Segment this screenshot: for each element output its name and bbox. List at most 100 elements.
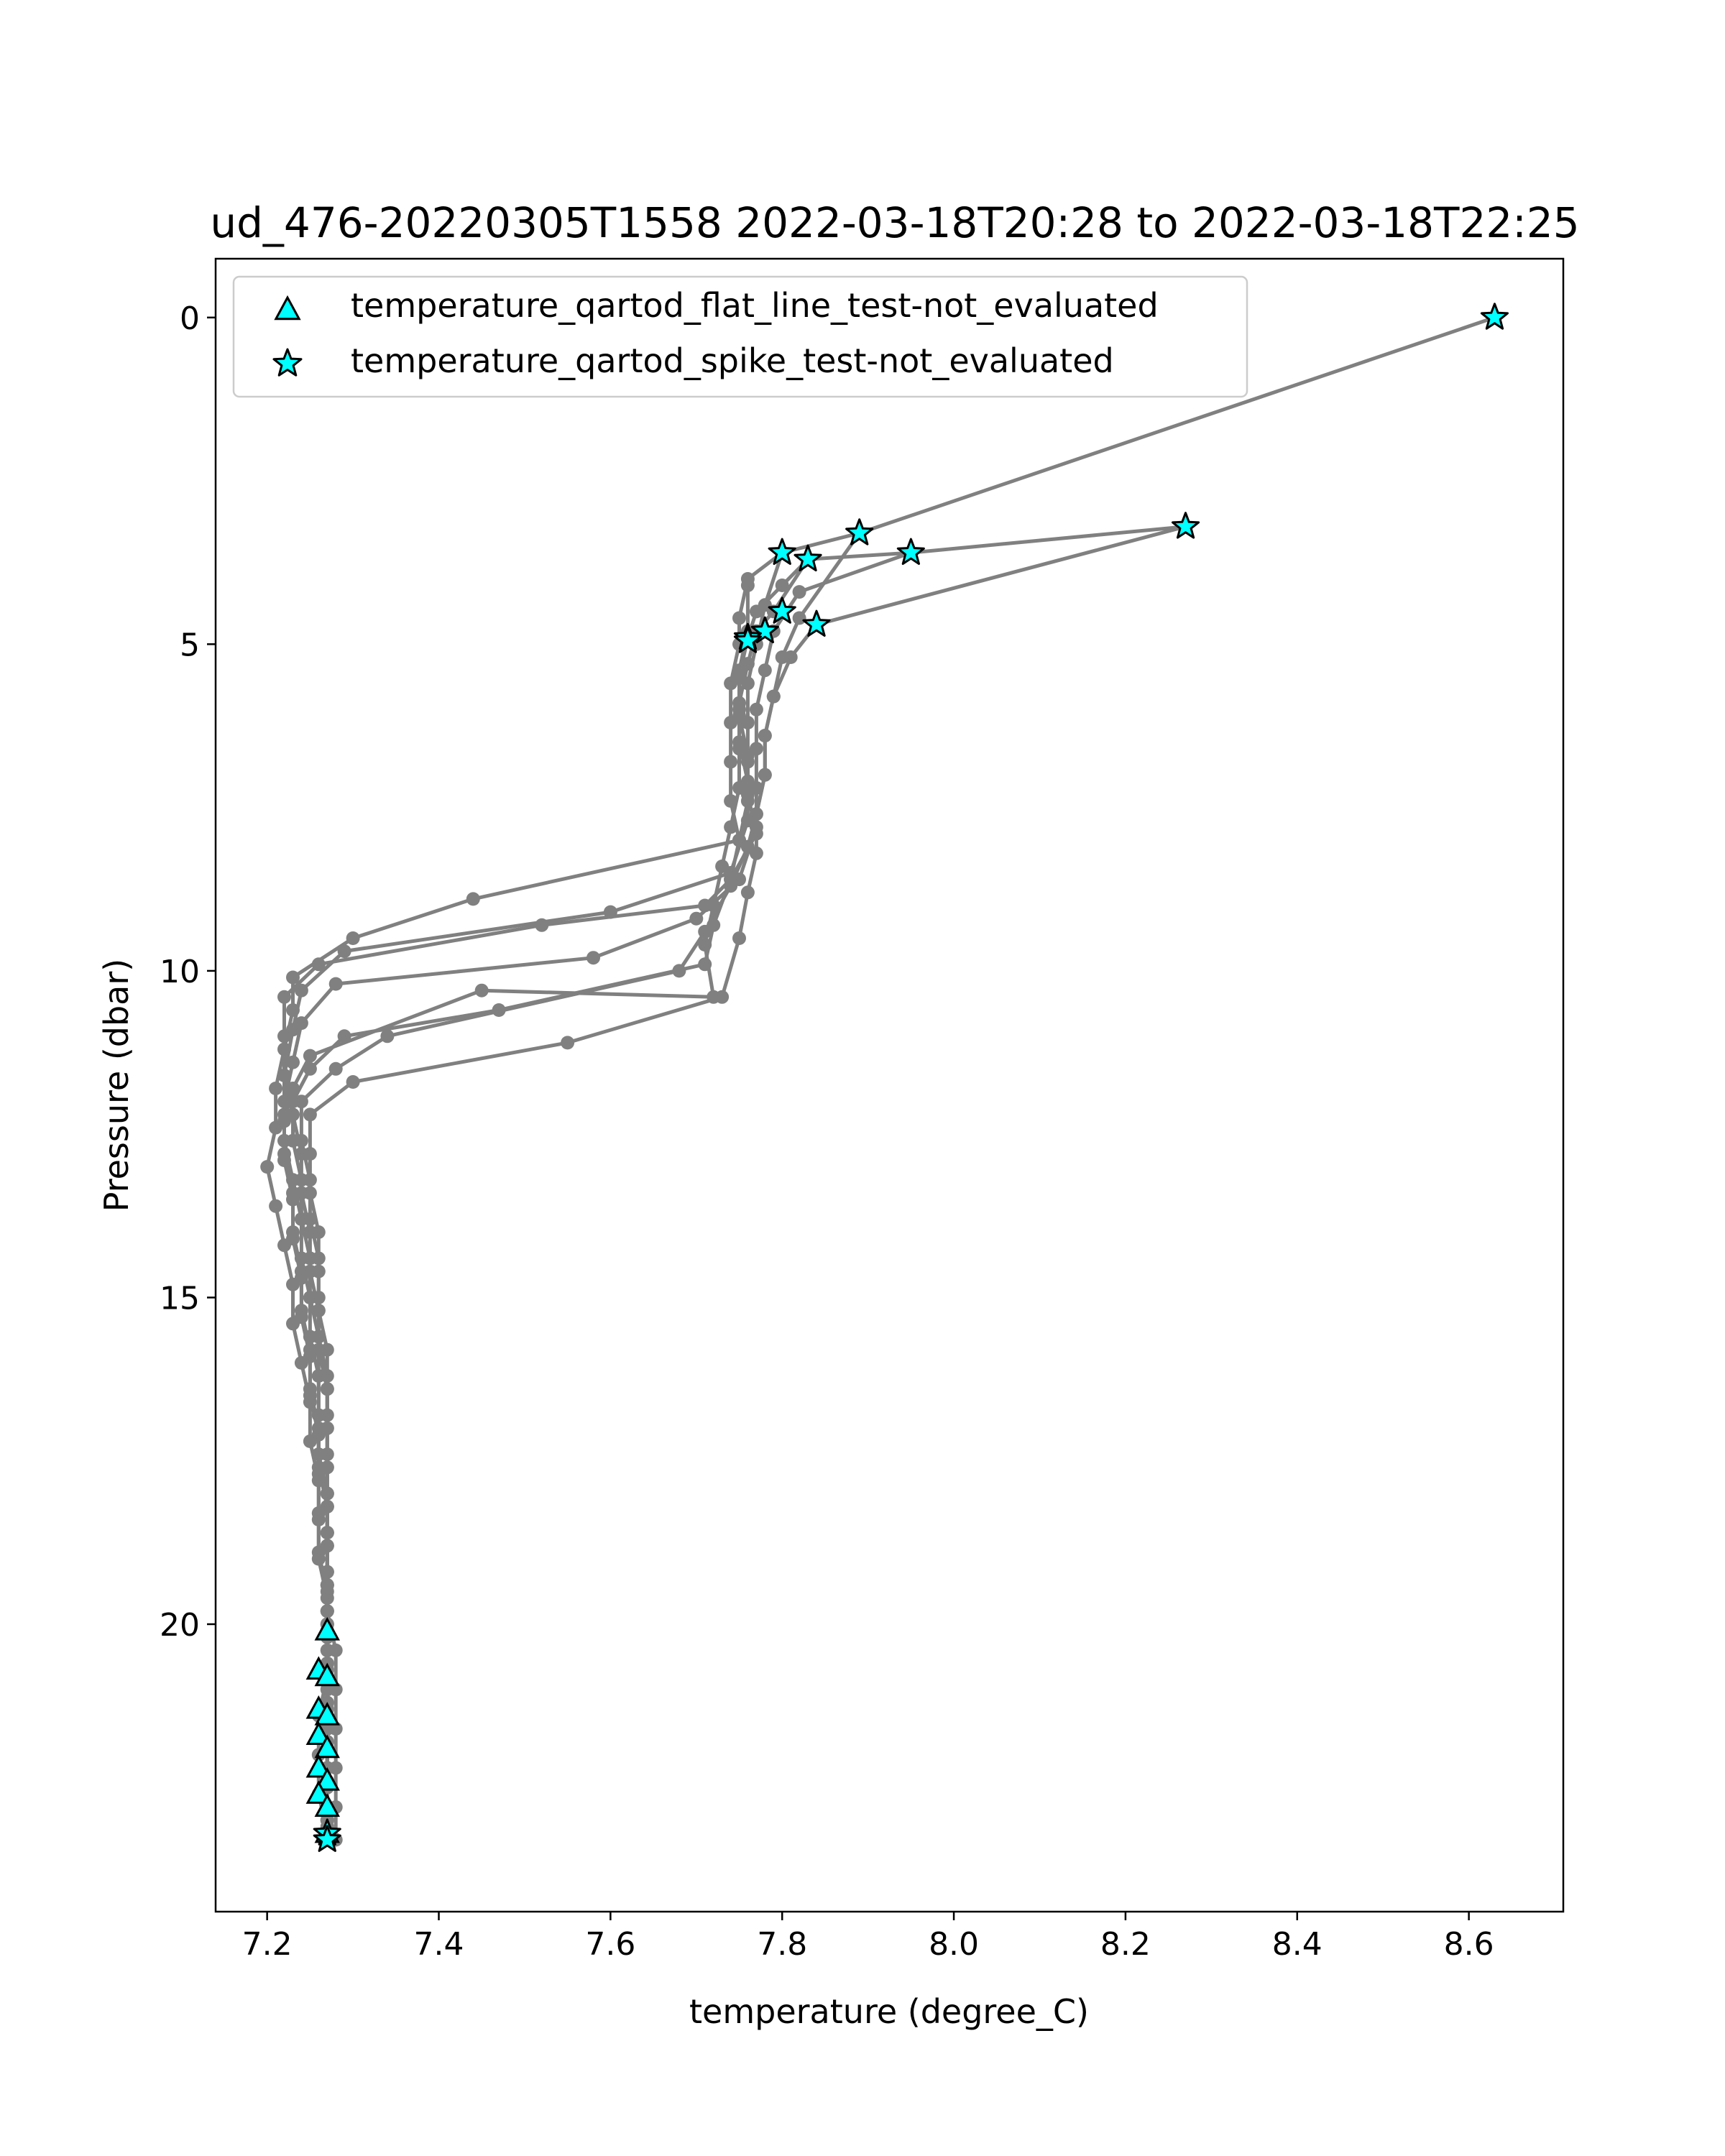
profile-point [474, 983, 489, 998]
legend-label-spike: temperature_qartod_spike_test-not_evalua… [351, 341, 1114, 380]
profile-point [758, 729, 772, 743]
flat-line-test-marker [314, 1616, 340, 1641]
flat-line-test-marker [305, 1754, 332, 1778]
flat-line-test-marker [305, 1721, 332, 1746]
profile-point [311, 1506, 326, 1520]
x-axis-label: temperature (degree_C) [689, 1992, 1089, 2031]
profile-point [303, 1049, 317, 1063]
profile-point [561, 1036, 575, 1050]
axes-frame [214, 257, 1565, 1913]
legend-star-marker [272, 348, 303, 377]
flat-line-test-marker [314, 1793, 340, 1818]
profile-point [732, 611, 746, 625]
legend-label-flat-line: temperature_qartod_flat_line_test-not_ev… [351, 286, 1159, 325]
profile-point [286, 1232, 300, 1246]
chart-title: ud_476-20220305T1558 2022-03-18T20:28 to… [210, 198, 1579, 247]
profile-point [732, 931, 746, 945]
profile-point [775, 579, 789, 592]
profile-point [294, 1271, 308, 1285]
profile-point [311, 1225, 326, 1239]
profile-point [303, 1349, 317, 1363]
x-tick-label: 8.6 [1444, 1926, 1494, 1963]
profile-point [766, 689, 781, 704]
spike-test-marker [768, 596, 796, 624]
y-axis-ticks: 0 5 10 15 20 [160, 300, 216, 1644]
profile-point [732, 663, 746, 678]
profile-point [311, 957, 326, 972]
spike-test-marker [1172, 512, 1200, 539]
legend-star-shape [272, 348, 303, 377]
x-tick-label: 7.8 [757, 1926, 807, 1963]
profile-point [311, 1427, 326, 1442]
profile-point [303, 1147, 317, 1161]
profile-point [286, 970, 300, 985]
profile-point [277, 1029, 291, 1044]
profile-point [286, 1133, 300, 1148]
x-tick-label: 8.0 [929, 1926, 979, 1963]
profile-point [740, 579, 755, 592]
profile-point [707, 990, 721, 1004]
x-tick-label: 7.4 [414, 1926, 464, 1963]
profile-point [749, 702, 763, 717]
profile-point [758, 663, 772, 678]
profile-point [758, 598, 772, 612]
profile-point [749, 846, 763, 860]
profile-point [311, 1545, 326, 1560]
flat-line-test-marker [314, 1734, 340, 1759]
profile-point [724, 872, 738, 887]
x-tick-label: 8.2 [1100, 1926, 1151, 1963]
profile-point [311, 1467, 326, 1481]
x-tick-label: 7.6 [585, 1926, 635, 1963]
y-tick-label: 0 [180, 300, 200, 337]
profile-point [698, 938, 712, 952]
profile-point [535, 918, 549, 932]
y-tick-label: 5 [180, 627, 200, 663]
profile-point [380, 1029, 395, 1044]
spike-test-marker [845, 518, 874, 545]
y-axis-label: Pressure (dbar) [97, 959, 136, 1212]
spike-test-marker [802, 609, 831, 637]
spike-test-marker [768, 538, 796, 565]
x-tick-label: 8.4 [1272, 1926, 1322, 1963]
x-tick-label: 7.2 [242, 1926, 293, 1963]
profile-point [269, 1199, 283, 1213]
profile-point [724, 755, 738, 769]
profile-point [586, 951, 600, 965]
profile-point [260, 1160, 275, 1174]
flat-line-test-marker [305, 1780, 332, 1804]
profile-point [277, 1153, 291, 1167]
profile-point [792, 611, 806, 625]
profile-point [732, 833, 746, 847]
profile-point [294, 1173, 308, 1187]
profile-point [286, 1192, 300, 1207]
profile-point [320, 1382, 334, 1396]
profile-point [740, 716, 755, 729]
spike-test-marker [733, 626, 762, 653]
profile-point [724, 820, 738, 834]
profile-point [294, 1212, 308, 1226]
profile-point [337, 944, 351, 959]
profile-point [311, 1369, 326, 1383]
y-tick-label: 10 [160, 954, 200, 990]
profile-point [749, 742, 763, 756]
flat-line-test-marker [314, 1702, 340, 1726]
profile-point [732, 780, 746, 795]
spike-test-marker [750, 616, 779, 644]
profile-point [775, 650, 789, 664]
spike-test-marker [896, 538, 925, 565]
profile-point [492, 1003, 506, 1017]
profile-point [303, 1388, 317, 1403]
profile-point [269, 1082, 283, 1095]
profile-point [792, 585, 806, 599]
profile-point [311, 1304, 326, 1318]
flat-line-test-marker [314, 1767, 340, 1791]
spike-test-marker [794, 544, 822, 572]
profile-point [758, 768, 772, 782]
y-tick-label: 15 [160, 1280, 200, 1317]
marker-layer [305, 303, 1509, 1852]
profile-point [740, 676, 755, 691]
profile-point [732, 702, 746, 717]
profile-point [286, 1082, 300, 1095]
profile-point [328, 977, 343, 991]
profile-point [740, 885, 755, 900]
